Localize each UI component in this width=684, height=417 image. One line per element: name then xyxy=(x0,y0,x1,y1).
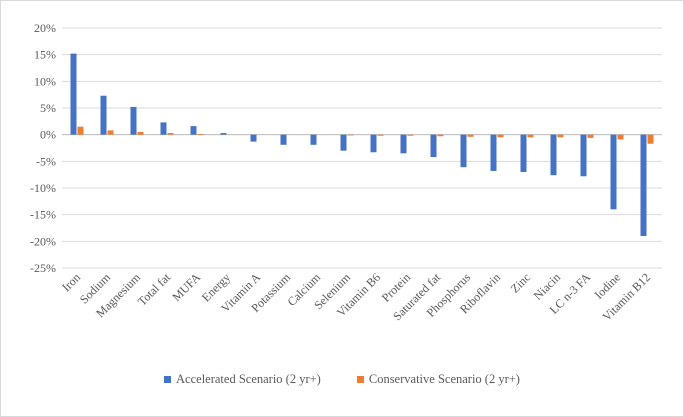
bar-accelerated xyxy=(610,134,617,210)
bar-accelerated xyxy=(250,134,257,142)
bar-conservative xyxy=(527,134,534,138)
bar-accelerated xyxy=(70,53,77,135)
bar-accelerated xyxy=(100,95,107,135)
bar-conservative xyxy=(437,134,444,137)
y-tick-label: -20% xyxy=(30,234,56,248)
bar-accelerated xyxy=(280,134,287,145)
bar-conservative xyxy=(617,134,624,140)
bar-accelerated xyxy=(130,106,137,135)
bar-accelerated xyxy=(460,134,467,168)
legend: Accelerated Scenario (2 yr+) Conservativ… xyxy=(0,372,684,387)
y-tick-label: 5% xyxy=(40,101,56,115)
bar-conservative xyxy=(647,134,654,144)
y-tick-label: 10% xyxy=(34,74,56,88)
x-category-label: MUFA xyxy=(169,270,203,304)
bar-conservative xyxy=(467,134,474,137)
legend-item-accelerated: Accelerated Scenario (2 yr+) xyxy=(164,372,321,387)
x-category-label: Zinc xyxy=(508,270,533,295)
y-tick-label: -25% xyxy=(30,261,56,275)
bar-accelerated xyxy=(190,126,197,135)
x-category-label: Iron xyxy=(59,270,83,294)
legend-swatch-accelerated xyxy=(164,376,172,383)
y-tick-label: 15% xyxy=(34,48,56,62)
bar-conservative xyxy=(107,130,114,135)
bar-accelerated xyxy=(370,134,377,153)
bar-conservative xyxy=(77,126,84,135)
bar-accelerated xyxy=(400,134,407,154)
bar-accelerated xyxy=(310,134,317,145)
bar-accelerated xyxy=(490,134,497,171)
bar-accelerated xyxy=(340,134,347,151)
bar-conservative xyxy=(377,134,384,136)
bar-conservative xyxy=(557,134,564,138)
bar-accelerated xyxy=(580,134,587,177)
bar-conservative xyxy=(407,134,414,136)
y-tick-label: 20% xyxy=(34,21,56,35)
legend-swatch-conservative xyxy=(356,376,364,383)
bar-conservative xyxy=(197,134,204,135)
bar-conservative xyxy=(167,133,174,135)
bar-conservative xyxy=(497,134,504,138)
x-category-label: Total fat xyxy=(135,270,174,309)
y-tick-label: -15% xyxy=(30,208,56,222)
legend-label-accelerated: Accelerated Scenario (2 yr+) xyxy=(176,372,321,386)
y-tick-label: 0% xyxy=(40,128,56,142)
bar-accelerated xyxy=(520,134,527,172)
bar-conservative xyxy=(347,134,354,136)
bar-accelerated xyxy=(550,134,557,176)
bar-conservative xyxy=(587,134,594,138)
legend-label-conservative: Conservative Scenario (2 yr+) xyxy=(368,372,520,386)
bar-conservative xyxy=(137,132,144,135)
y-tick-label: -5% xyxy=(36,154,56,168)
bar-accelerated xyxy=(640,134,647,236)
y-tick-label: -10% xyxy=(30,181,56,195)
bar-accelerated xyxy=(160,122,167,135)
bar-accelerated xyxy=(430,134,437,158)
bar-accelerated xyxy=(220,133,227,135)
legend-item-conservative: Conservative Scenario (2 yr+) xyxy=(356,372,520,387)
